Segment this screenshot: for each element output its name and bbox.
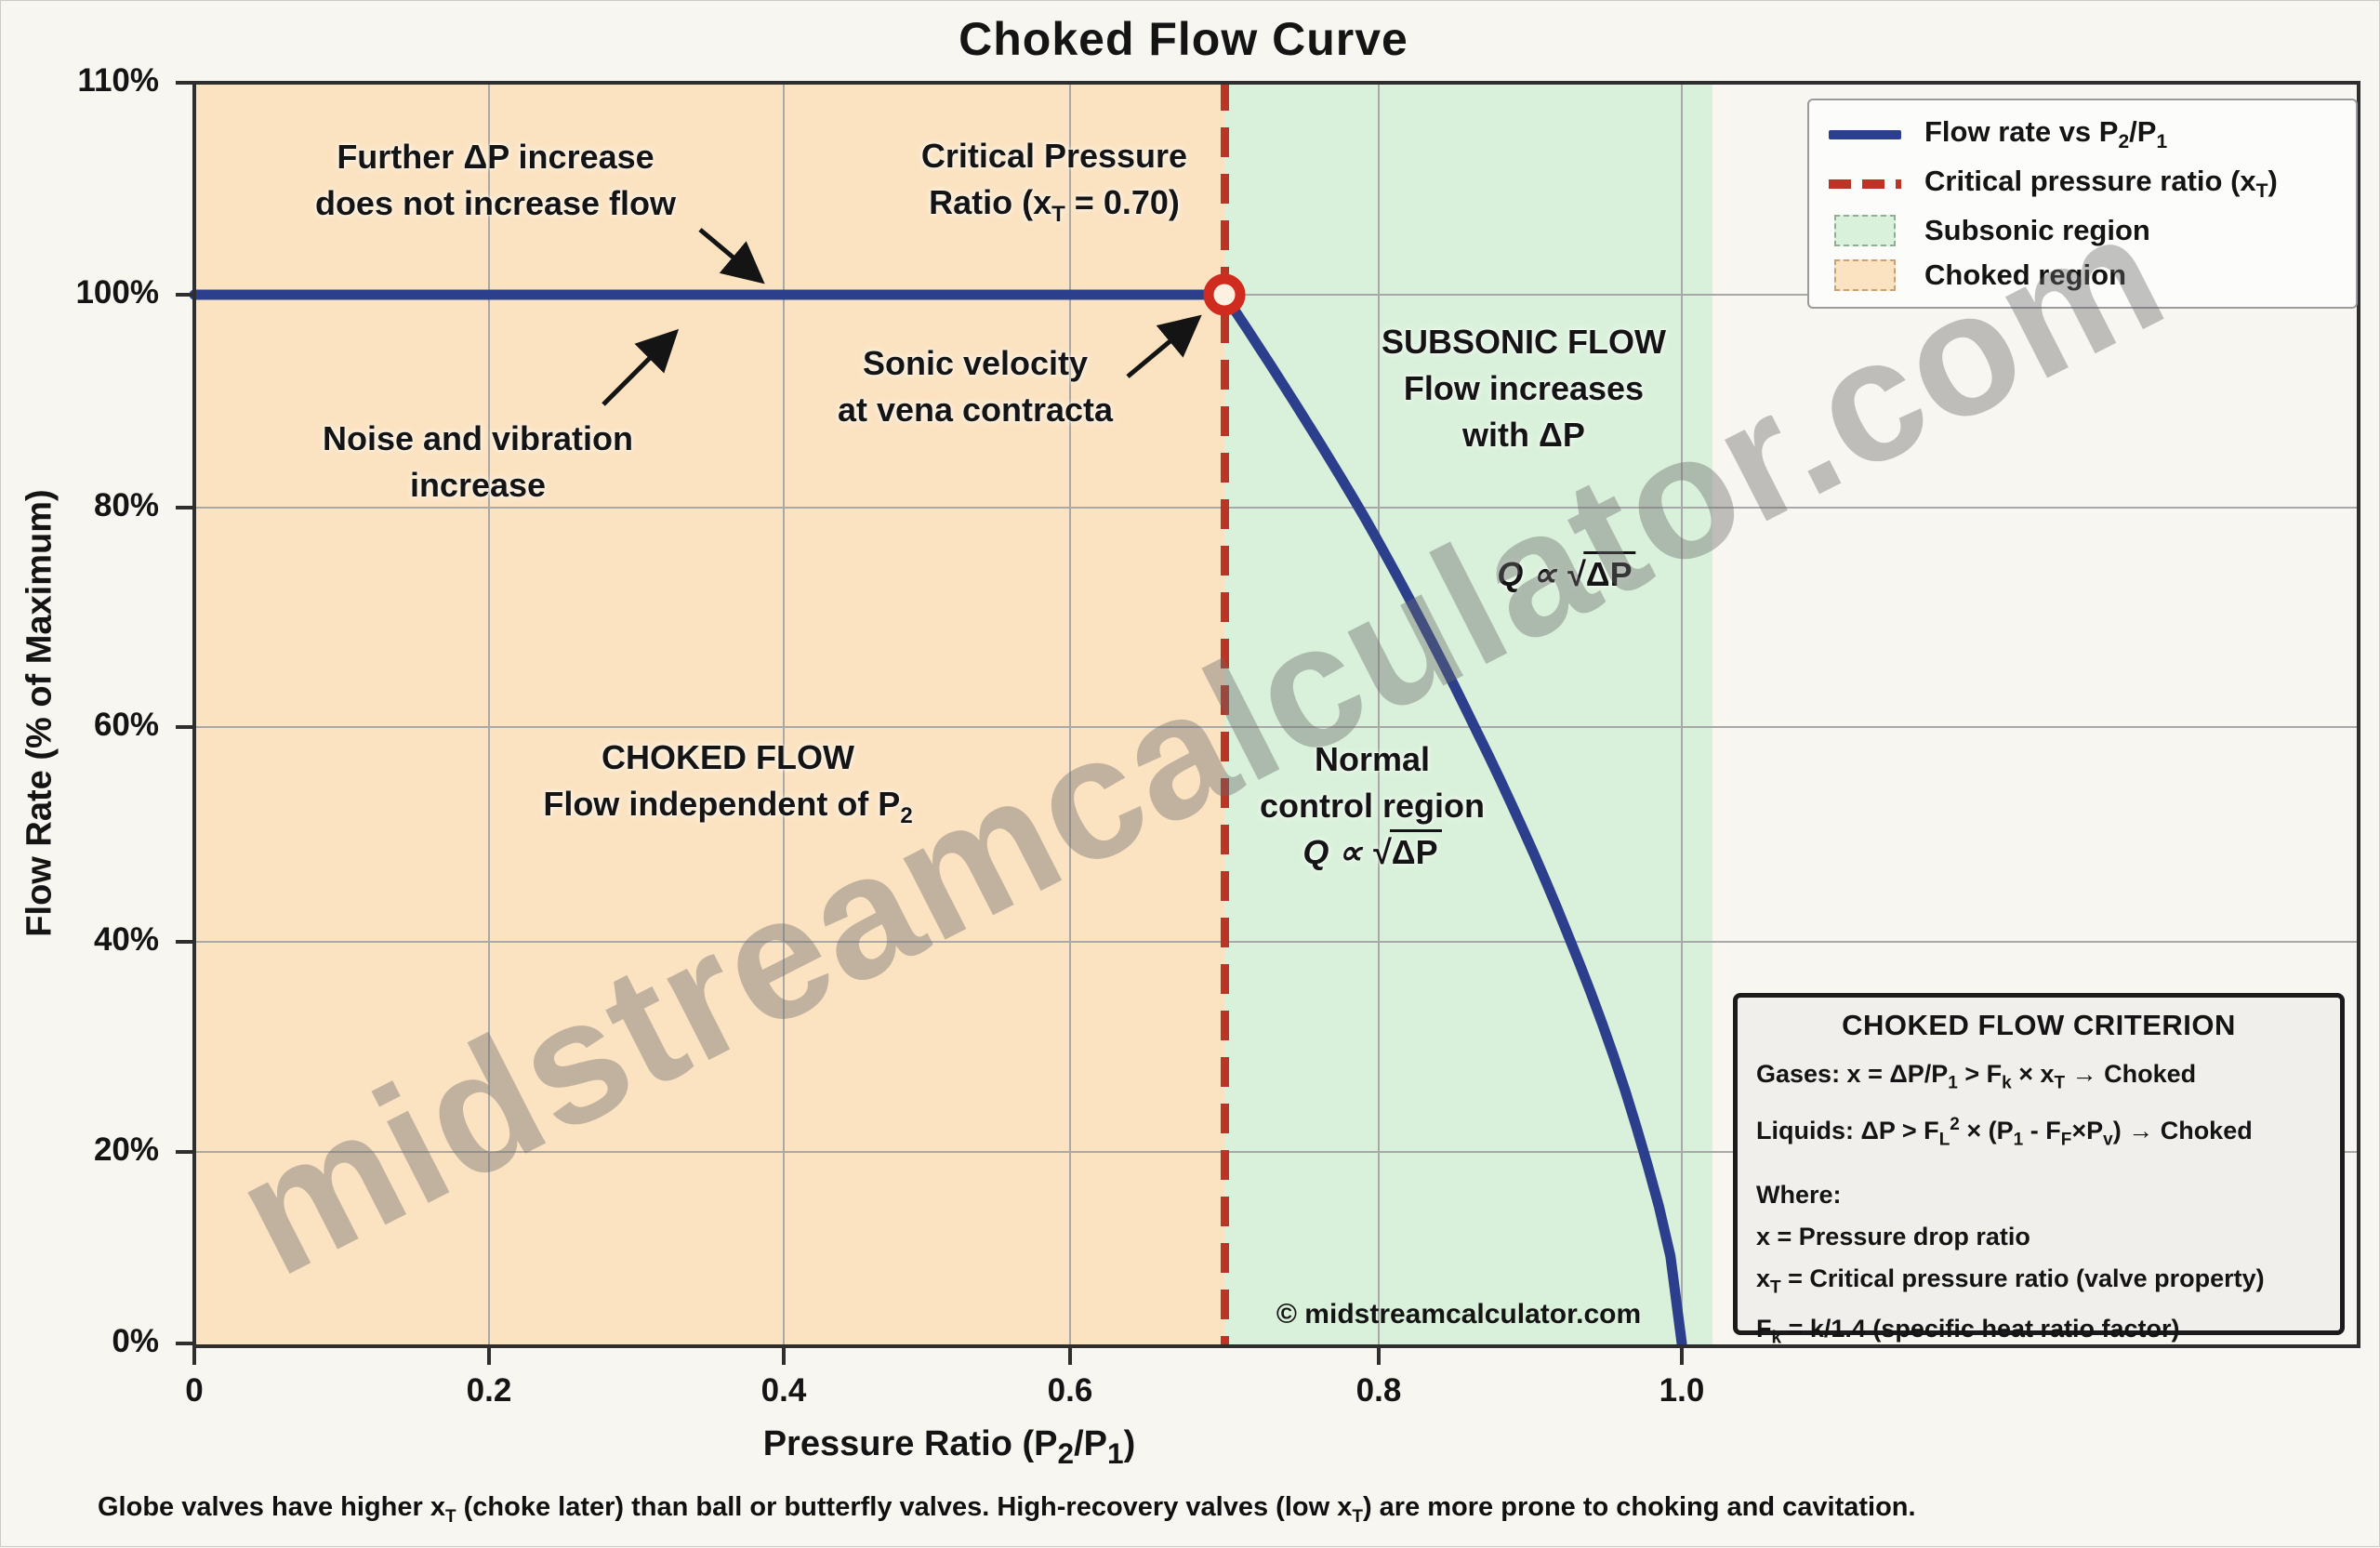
dashed-line-swatch-icon <box>1829 179 1901 189</box>
annotation-line: Normal <box>1314 740 1431 778</box>
gridline-x-0.8 <box>1378 81 1380 1344</box>
annotation-further-dp: Further ΔP increase does not increase fl… <box>315 134 676 227</box>
annotation-line: Q ∝ √ΔP <box>1260 829 1485 876</box>
x-tick-0.8 <box>1377 1348 1381 1365</box>
annotation-line: with ΔP <box>1462 416 1585 454</box>
gridline-y-40 <box>192 941 2360 943</box>
right-spine <box>2357 81 2360 1348</box>
y-tick-110 <box>176 81 192 85</box>
y-tick-label: 80% <box>93 487 159 523</box>
legend-label: Critical pressure ratio (xT) <box>1924 165 2278 203</box>
legend-swatch-cell <box>1822 179 1908 189</box>
annotation-choked-flow: CHOKED FLOW Flow independent of P2 <box>543 734 912 840</box>
legend-swatch-cell <box>1822 215 1908 247</box>
criterion-where-line: Fk = k/1.4 (specific heat ratio factor) <box>1756 1315 2180 1348</box>
x-tick-label: 0.2 <box>466 1372 512 1409</box>
y-tick-60 <box>176 725 192 729</box>
subsonic-region <box>1224 81 1712 1344</box>
x-tick-0 <box>192 1348 196 1365</box>
gridline-x-1 <box>1681 81 1683 1344</box>
annotation-line: CHOKED FLOW <box>602 738 854 776</box>
green-patch-swatch-icon <box>1834 215 1896 247</box>
annotation-sonic-velocity: Sonic velocity at vena contracta <box>838 340 1113 433</box>
criterion-where-line: x = Pressure drop ratio <box>1756 1222 2030 1250</box>
x-tick-0.2 <box>487 1348 491 1365</box>
annotation-line: Sonic velocity <box>862 344 1089 382</box>
formula-radicand: ΔP <box>1583 551 1636 593</box>
legend-swatch-cell <box>1822 129 1908 139</box>
x-tick-label: 0 <box>185 1372 204 1409</box>
criterion-where-line: xT = Critical pressure ratio (valve prop… <box>1756 1264 2265 1298</box>
copyright-text: © midstreamcalculator.com <box>1276 1299 1642 1330</box>
x-tick-label: 0.6 <box>1047 1372 1093 1409</box>
x-axis-label: Pressure Ratio (P2/P1) <box>762 1424 1136 1470</box>
y-tick-label: 60% <box>93 707 159 743</box>
annotation-line: at vena contracta <box>837 390 1114 429</box>
legend-box: Flow rate vs P2/P1 Critical pressure rat… <box>1807 99 2358 309</box>
left-spine <box>192 81 196 1348</box>
annotation-normal-control: Normal control region Q ∝ √ΔP <box>1260 736 1485 876</box>
annotation-critical-pressure: Critical Pressure Ratio (xT = 0.70) <box>921 133 1187 238</box>
legend-item-subsonic-region: Subsonic region <box>1822 214 2343 247</box>
annotation-line: increase <box>409 466 547 504</box>
y-tick-label: 110% <box>77 62 159 99</box>
formula-prefix: Q ∝ √ <box>1497 555 1584 593</box>
orange-patch-swatch-icon <box>1834 259 1896 292</box>
y-axis-label: Flow Rate (% of Maximum) <box>20 489 60 937</box>
annotation-subsonic-flow: SUBSONIC FLOW Flow increases with ΔP <box>1382 319 1666 458</box>
gridline-x-0.4 <box>783 81 785 1344</box>
flow-line-swatch-icon <box>1829 129 1901 139</box>
formula-prefix: Q ∝ √ <box>1302 833 1390 871</box>
annotation-q-proportional-subsonic: Q ∝ √ΔP <box>1497 551 1636 598</box>
y-tick-label: 40% <box>93 921 159 958</box>
legend-label: Choked region <box>1924 258 2127 292</box>
y-tick-label: 100% <box>75 274 159 311</box>
annotation-line: Critical Pressure <box>920 137 1188 175</box>
legend-item-flow-rate: Flow rate vs P2/P1 <box>1822 115 2343 153</box>
gridline-y-60 <box>192 726 2360 728</box>
chart-title: Choked Flow Curve <box>959 13 1408 65</box>
x-tick-0.4 <box>782 1348 786 1365</box>
legend-item-choked-region: Choked region <box>1822 258 2343 292</box>
x-tick-0.6 <box>1068 1348 1072 1365</box>
gridline-x-0.2 <box>488 81 490 1344</box>
x-tick-label: 0.8 <box>1355 1372 1402 1409</box>
legend-label: Subsonic region <box>1924 214 2150 247</box>
y-tick-0 <box>176 1342 192 1345</box>
gridline-x-0.6 <box>1069 81 1071 1344</box>
annotation-line: Flow increases <box>1403 369 1645 407</box>
y-tick-80 <box>176 506 192 509</box>
legend-swatch-cell <box>1822 259 1908 292</box>
annotation-noise: Noise and vibration increase <box>323 416 633 509</box>
annotation-line: does not increase flow <box>314 184 677 222</box>
y-tick-label: 20% <box>93 1131 159 1168</box>
footer-note: Globe valves have higher xT (choke later… <box>98 1492 1916 1527</box>
critical-pressure-ratio-line <box>1220 81 1229 1344</box>
annotation-line: SUBSONIC FLOW <box>1382 323 1666 361</box>
criterion-gases-line: Gases: x = ΔP/P1 > Fk × xT → Choked <box>1756 1060 2197 1093</box>
x-tick-label: 0.4 <box>760 1372 807 1409</box>
y-tick-label: 0% <box>112 1323 159 1359</box>
criterion-liquids-line: Liquids: ΔP > FL2 × (P1 - FF×Pv) → Choke… <box>1756 1115 2253 1150</box>
y-tick-40 <box>176 940 192 944</box>
criterion-where-label: Where: <box>1756 1180 1842 1209</box>
top-spine <box>192 81 2360 85</box>
annotation-line: control region <box>1260 787 1485 825</box>
y-tick-20 <box>176 1150 192 1154</box>
annotation-line: Noise and vibration <box>322 419 634 457</box>
y-tick-100 <box>176 293 192 297</box>
legend-item-critical-ratio: Critical pressure ratio (xT) <box>1822 165 2343 203</box>
choked-flow-criterion-box: CHOKED FLOW CRITERION Gases: x = ΔP/P1 >… <box>1733 993 2345 1348</box>
x-tick-label: 1.0 <box>1659 1372 1705 1409</box>
criterion-title: CHOKED FLOW CRITERION <box>1842 1009 2236 1041</box>
x-tick-1 <box>1680 1348 1684 1365</box>
annotation-line: Flow independent of P2 <box>543 785 913 829</box>
annotation-line: Ratio (xT = 0.70) <box>929 183 1180 228</box>
formula-radicand: ΔP <box>1389 829 1442 871</box>
legend-label: Flow rate vs P2/P1 <box>1924 114 2168 153</box>
annotation-line: Further ΔP increase <box>337 138 654 176</box>
